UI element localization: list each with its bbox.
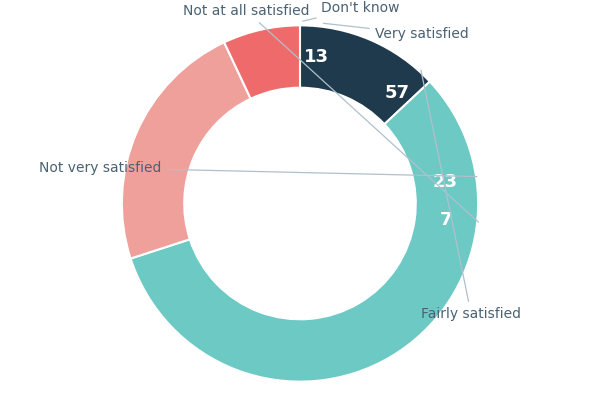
Text: Don't know: Don't know <box>303 0 400 21</box>
Wedge shape <box>131 82 478 382</box>
Text: 13: 13 <box>304 48 329 66</box>
Text: Not at all satisfied: Not at all satisfied <box>184 4 478 222</box>
Wedge shape <box>300 25 430 124</box>
Text: Very satisfied: Very satisfied <box>323 23 469 41</box>
Text: Fairly satisfied: Fairly satisfied <box>421 70 521 321</box>
Text: Not very satisfied: Not very satisfied <box>38 161 477 176</box>
Text: 57: 57 <box>385 84 410 102</box>
Wedge shape <box>224 25 300 99</box>
Text: 7: 7 <box>440 211 452 229</box>
Text: 23: 23 <box>433 173 458 191</box>
Wedge shape <box>122 42 251 258</box>
